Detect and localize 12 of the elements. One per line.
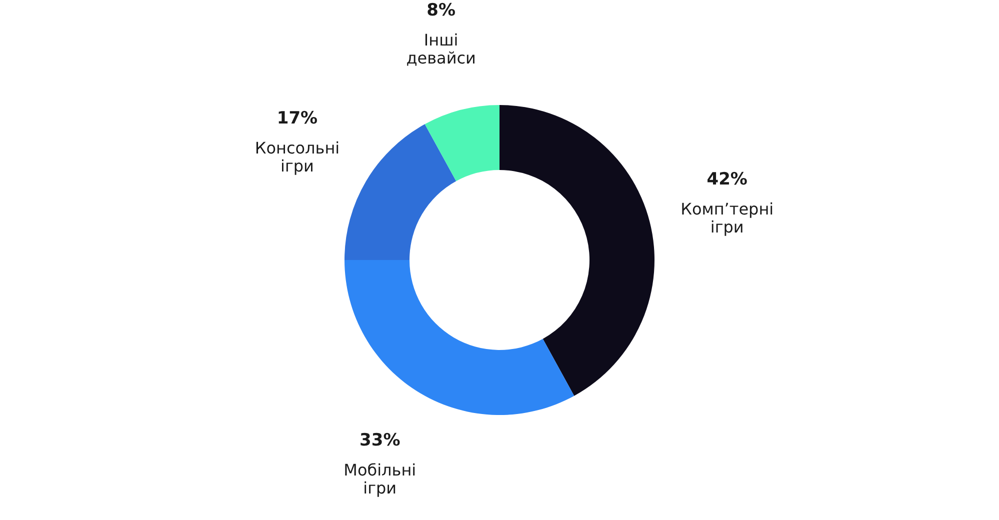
data-label: 42%: [706, 170, 748, 190]
slice-label: Мобільні ігри: [344, 460, 416, 498]
donut-slice: [344, 124, 456, 260]
donut-slice: [424, 105, 500, 182]
donut-slice: [500, 105, 654, 396]
slice-label: Інші девайси: [406, 30, 476, 68]
slice-label: Комп’терні ігри: [680, 200, 774, 237]
slice-label: Консольні ігри: [254, 138, 340, 176]
data-label: 8%: [426, 0, 456, 20]
data-label: 33%: [360, 430, 400, 450]
data-label: 17%: [276, 108, 318, 128]
donut-slice: [344, 260, 574, 415]
